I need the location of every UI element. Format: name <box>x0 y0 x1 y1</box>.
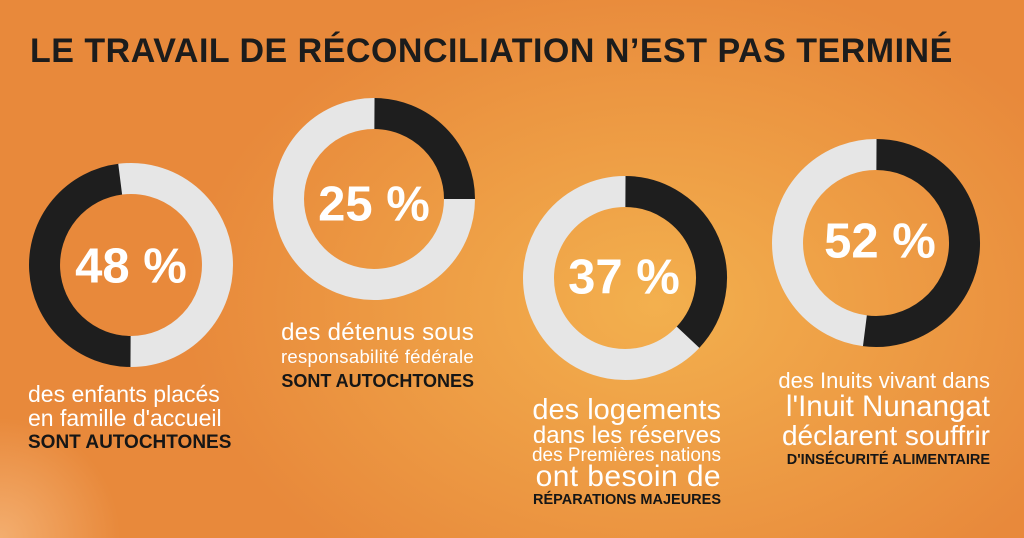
caption-emphasis: SONT AUTOCHTONES <box>28 432 232 453</box>
donut-chart-housing-repairs: 37 % <box>523 175 727 380</box>
donut-chart-federal-inmates-slice-value <box>373 98 476 200</box>
donut-chart-food-insecurity: 52 % <box>772 138 980 347</box>
housing-repairs-percentage-label: 37 % <box>568 251 680 305</box>
caption-emphasis: RÉPARATIONS MAJEURES <box>533 492 721 508</box>
caption-emphasis: SONT AUTOCHTONES <box>281 371 474 391</box>
foster-care-percentage-label: 48 % <box>75 240 187 294</box>
caption-line: en famille d'accueil <box>28 405 222 431</box>
federal-inmates-percentage-label: 25 % <box>318 178 430 232</box>
caption-line: des enfants placés <box>28 381 220 407</box>
food-insecurity-percentage-label: 52 % <box>824 215 936 269</box>
caption-line: des détenus sous <box>281 319 474 346</box>
caption-line: des logements <box>532 394 721 426</box>
donut-chart-food-insecurity-slice-value <box>862 139 980 347</box>
caption-emphasis: D'INSÉCURITÉ ALIMENTAIRE <box>786 452 990 468</box>
caption-line: l'Inuit Nunangat <box>785 390 990 423</box>
donut-chart-federal-inmates-slice-remainder <box>273 97 475 300</box>
donut-chart-foster-care: 48 % <box>29 163 233 368</box>
caption-line: dans les réserves <box>532 422 721 449</box>
donut-chart-foster-care-slice-remainder <box>118 163 233 368</box>
donut-chart-food-insecurity-slice-remainder <box>772 138 877 347</box>
caption-line: des Inuits vivant dans <box>778 368 990 393</box>
donut-chart-federal-inmates: 25 % <box>273 97 476 300</box>
page-title: LE TRAVAIL DE RÉCONCILIATION N’EST PAS T… <box>30 32 953 70</box>
caption-line: déclarent souffrir <box>781 420 990 451</box>
donut-chart-housing-repairs-slice-remainder <box>523 175 700 380</box>
caption-line: des Premières nations <box>531 445 721 466</box>
donut-chart-housing-repairs-slice-value <box>624 176 727 349</box>
caption-line: responsabilité fédérale <box>280 346 474 367</box>
caption-line: ont besoin de <box>535 460 721 493</box>
donut-chart-foster-care-slice-value <box>29 163 132 367</box>
